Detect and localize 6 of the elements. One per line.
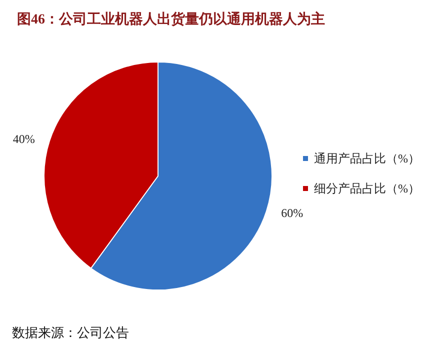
legend-label: 通用产品占比（%） xyxy=(314,152,420,166)
data-label: 40% xyxy=(12,132,35,146)
source-note: 数据来源：公司公告 xyxy=(12,325,129,340)
chart-title: 图46：公司工业机器人出货量仍以通用机器人为主 xyxy=(17,10,325,28)
data-label: 60% xyxy=(281,206,304,220)
legend-label: 细分产品占比（%） xyxy=(314,182,420,196)
